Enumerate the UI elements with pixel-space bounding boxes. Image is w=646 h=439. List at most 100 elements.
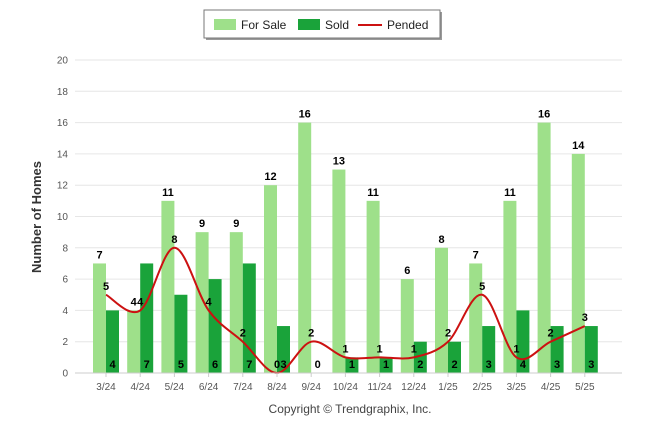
x-tick-label: 3/25 [507,382,527,393]
data-label-pended: 2 [548,328,554,340]
data-label-sold: 5 [178,359,184,371]
bar-sold [345,357,359,373]
data-label-for-sale: 14 [572,140,585,152]
data-label-for-sale: 11 [504,187,516,199]
bar-for-sale [400,279,414,373]
data-label-for-sale: 16 [299,109,311,121]
bar-sold [242,263,256,373]
data-label-for-sale: 16 [538,109,550,121]
data-label-sold: 4 [520,359,527,371]
data-label-sold: 7 [246,359,252,371]
data-label-pended: 8 [171,234,177,246]
x-tick-label: 2/25 [472,382,492,393]
bar-for-sale [503,200,517,373]
data-label-for-sale: 7 [96,249,102,261]
bar-for-sale [195,232,209,373]
bar-for-sale [161,200,175,373]
data-label-sold: 3 [554,359,560,371]
y-tick-label: 10 [57,212,69,223]
legend-label-pended: Pended [387,18,428,32]
y-tick-label: 2 [62,337,68,348]
data-label-for-sale: 11 [367,187,379,199]
data-label-sold: 2 [417,359,423,371]
bar-for-sale [332,169,346,373]
bar-sold [516,310,530,373]
data-label-sold: 2 [451,359,457,371]
data-label-sold: 1 [349,359,355,371]
data-label-for-sale: 6 [404,265,410,277]
bar-for-sale [469,263,483,373]
data-label-pended: 2 [445,328,451,340]
data-label-sold: 1 [383,359,389,371]
y-tick-label: 20 [57,56,69,67]
data-label-pended: 1 [513,343,519,355]
x-tick-label: 5/25 [575,382,595,393]
data-label-for-sale: 13 [333,156,345,168]
x-tick-label: 8/24 [267,382,287,393]
legend: For Sale Sold Pended [203,9,442,40]
bar-sold [379,357,393,373]
bar-sold [482,326,496,373]
x-tick-label: 12/24 [401,382,426,393]
pended-line [105,246,586,375]
x-tick-label: 9/24 [301,382,321,393]
copyright-text: Copyright © Trendgraphix, Inc. [269,402,432,416]
data-label-pended: 2 [240,328,246,340]
data-label-for-sale: 11 [162,187,174,199]
bar-sold [140,263,154,373]
bar-for-sale [537,122,551,373]
legend-swatch-sold [298,19,320,30]
x-tick-label: 4/25 [541,382,561,393]
bar-sold [413,341,427,373]
x-tick-label: 3/24 [96,382,116,393]
data-label-for-sale: 12 [264,171,276,183]
x-tick-label: 10/24 [333,382,358,393]
bar-for-sale [264,185,277,373]
data-label-pended: 0 [274,359,280,371]
bar-for-sale [127,310,141,373]
data-label-sold: 0 [315,359,321,371]
data-label-pended: 2 [308,328,314,340]
bar-for-sale [435,247,448,373]
y-tick-label: 18 [57,87,69,98]
data-label-pended: 5 [479,281,485,293]
data-label-sold: 3 [486,359,492,371]
bar-for-sale [366,200,380,373]
data-label-sold: 3 [588,359,594,371]
data-label-sold: 7 [144,359,150,371]
data-label-for-sale: 9 [199,218,205,230]
x-tick-label: 7/24 [233,382,253,393]
y-tick-label: 4 [62,306,68,317]
y-axis-title: Number of Homes [29,161,44,273]
data-label-pended: 1 [342,343,348,355]
data-label-sold: 6 [212,359,218,371]
y-tick-label: 14 [57,149,69,160]
y-tick-label: 6 [62,275,68,286]
x-tick-label: 11/24 [367,382,392,393]
data-label-for-sale: 7 [473,249,479,261]
data-label-for-sale: 9 [233,218,239,230]
x-tick-label: 1/25 [438,382,458,393]
bar-sold [584,326,598,373]
data-label-for-sale: 8 [438,234,444,246]
data-label-pended: 4 [137,296,144,308]
y-tick-label: 8 [62,243,68,254]
data-label-sold: 3 [280,359,286,371]
bar-for-sale [571,153,585,373]
bar-sold [106,310,119,373]
data-labels: 7447115969712316013111162827311416314354… [96,109,594,371]
data-label-pended: 3 [582,312,588,324]
bar-for-sale [93,263,106,373]
bar-sold [277,326,290,373]
legend-label-for-sale: For Sale [241,18,287,32]
x-tick-label: 4/24 [130,382,150,393]
y-tick-label: 12 [57,181,69,192]
pended-line-group [105,246,586,375]
bars [93,122,598,373]
bar-sold [174,294,188,373]
data-label-sold: 4 [109,359,116,371]
data-label-pended: 1 [411,343,417,355]
